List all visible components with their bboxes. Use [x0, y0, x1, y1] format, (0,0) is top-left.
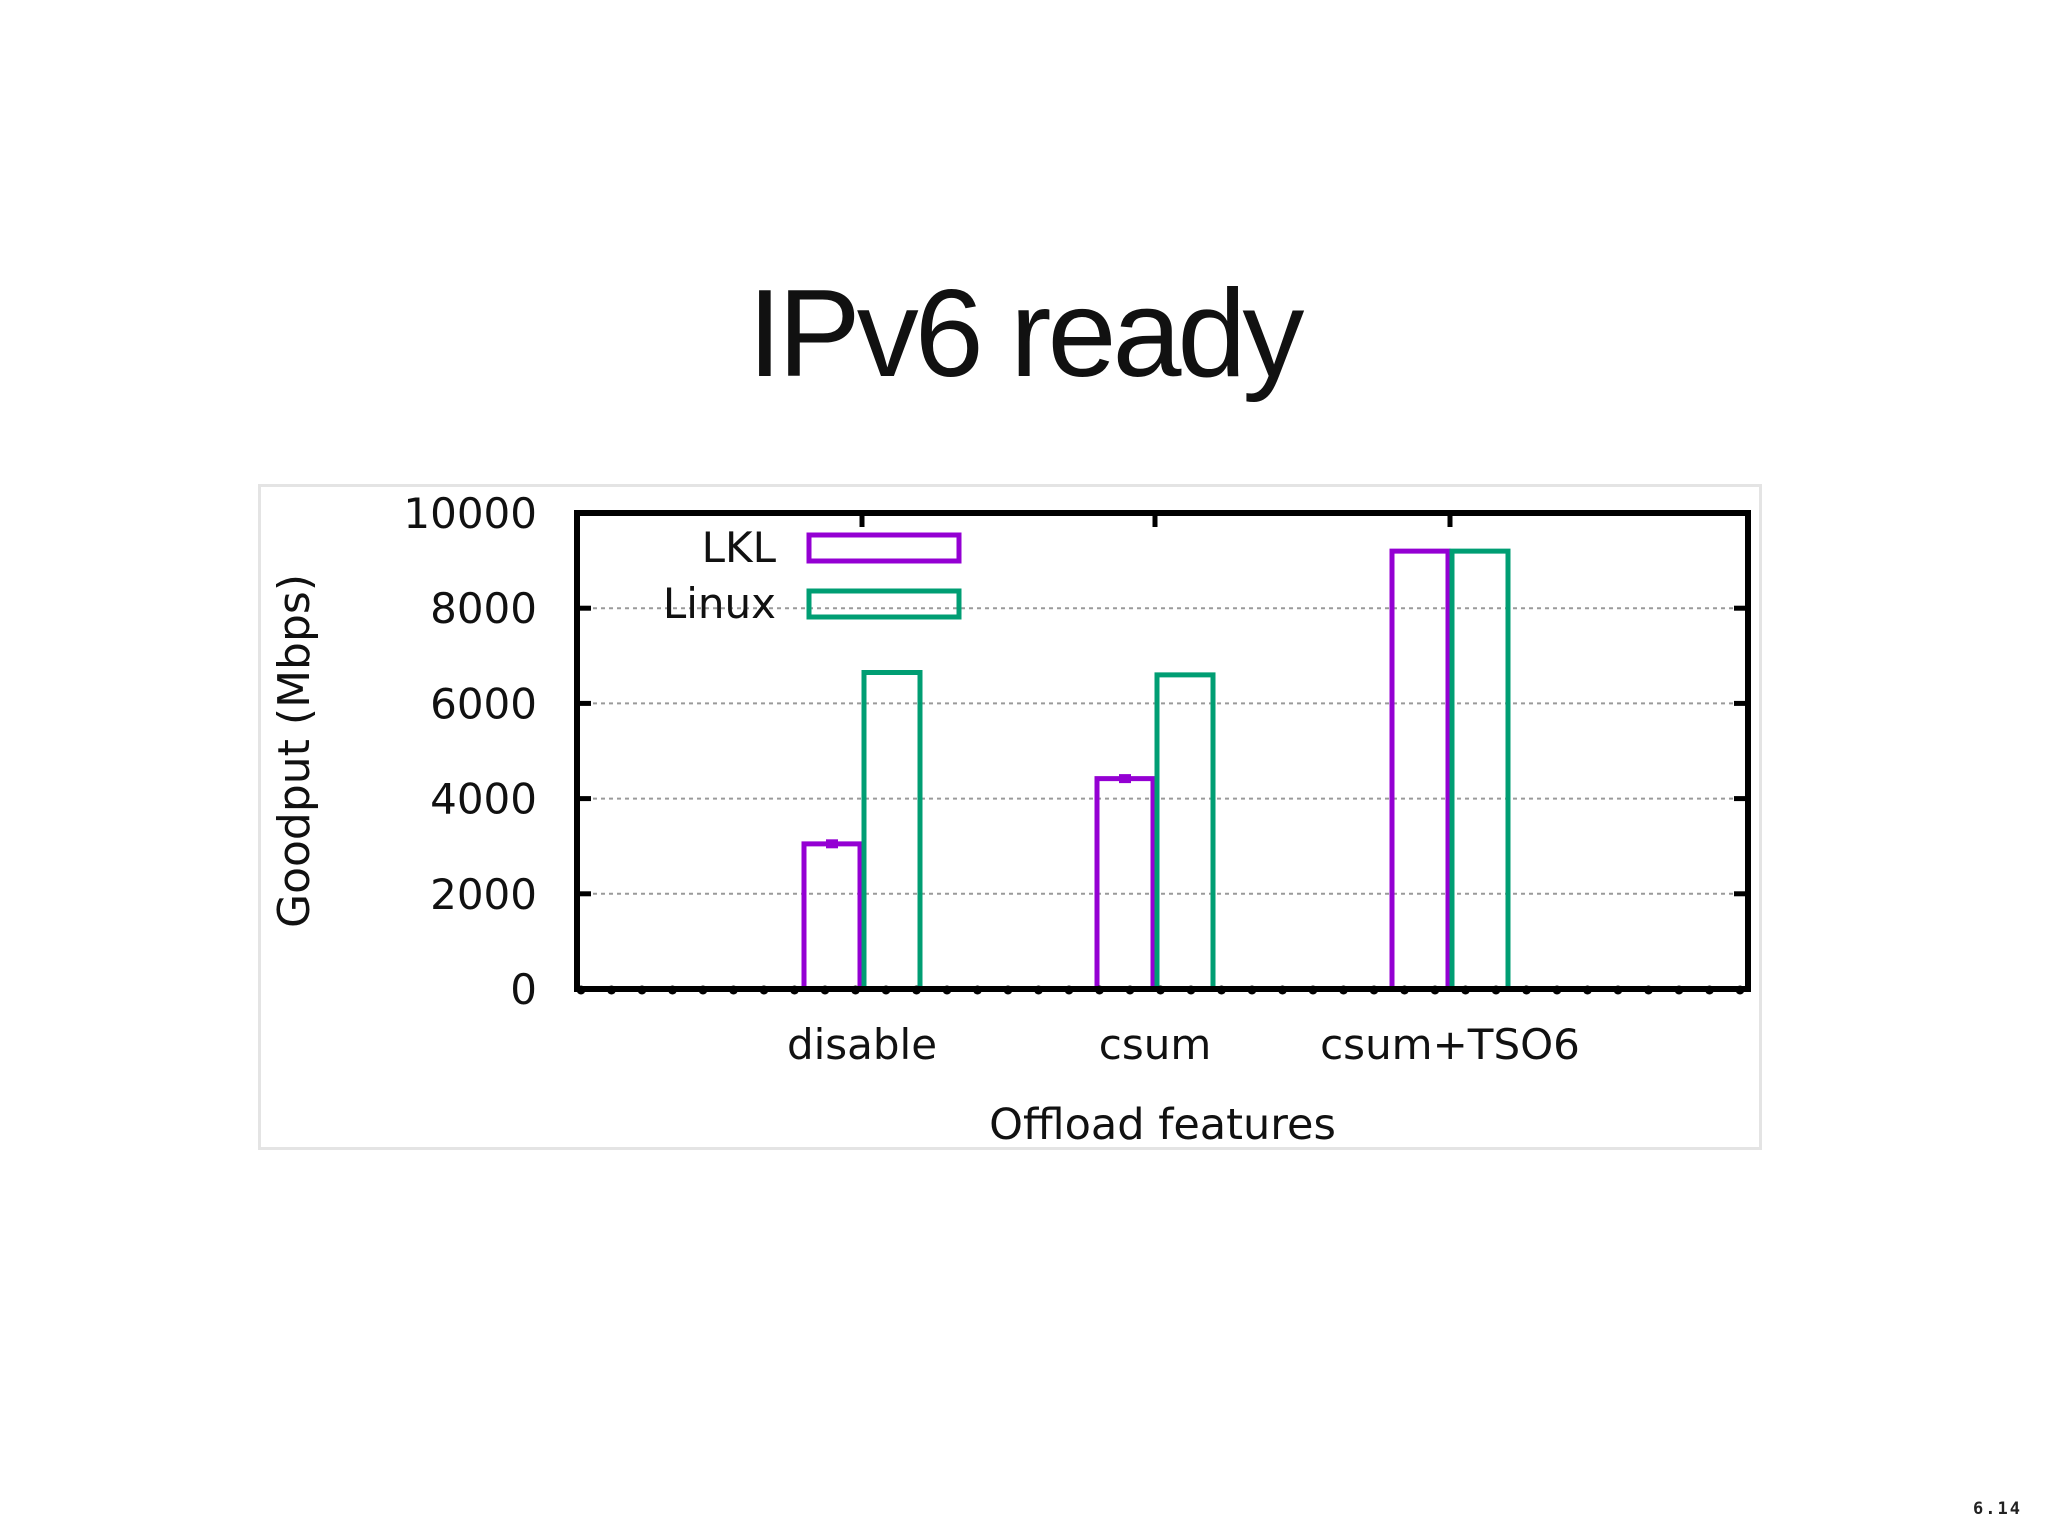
y-tick-label: 0 — [510, 965, 537, 1014]
y-tick-label: 8000 — [430, 584, 537, 633]
x-minor-tick — [1705, 985, 1714, 995]
x-minor-tick — [607, 985, 616, 995]
bar-lkl-1 — [801, 841, 863, 989]
x-minor-tick — [1247, 985, 1257, 995]
chart-figure: disable csum csum+TSO6 0 2000 4000 6000 8000 100… — [258, 484, 1762, 1150]
legend-swatch-linux — [806, 588, 962, 620]
x-minor-tick — [1735, 985, 1745, 995]
y-tick-label: 6000 — [430, 679, 537, 728]
x-minor-tick — [790, 985, 799, 995]
x-minor-tick — [576, 985, 586, 995]
x-axis-label: Offload features — [989, 1100, 1336, 1147]
y-tick-label: 4000 — [430, 775, 537, 824]
x-minor-tick — [698, 985, 708, 995]
x-minor-tick — [1552, 985, 1562, 995]
y-axis-label: Goodput (Mbps) — [269, 574, 320, 928]
bar-linux-3 — [1449, 548, 1511, 989]
x-minor-tick — [1400, 985, 1409, 995]
x-minor-tick — [851, 985, 860, 995]
x-tick-label: csum — [1099, 1020, 1212, 1069]
x-minor-tick — [729, 985, 738, 995]
legend-label-linux: Linux — [663, 579, 776, 628]
bars — [801, 548, 1511, 989]
legend: LKL Linux — [663, 523, 962, 628]
x-minor-tick — [912, 985, 921, 995]
x-minor-tick — [1644, 985, 1653, 995]
x-minor-tick — [1095, 985, 1104, 995]
x-minor-tick — [881, 985, 891, 995]
legend-label-lkl: LKL — [702, 523, 777, 572]
x-minor-tick — [1064, 985, 1074, 995]
slide-title: IPv6 ready — [747, 265, 1305, 403]
y-tick-label: 10000 — [403, 489, 537, 538]
x-minor-tick — [1369, 985, 1379, 995]
bar-lkl-3 — [1389, 548, 1451, 989]
x-minor-tick — [1491, 985, 1501, 995]
x-minor-tick — [668, 985, 677, 995]
x-minor-tick — [942, 985, 952, 995]
x-minor-tick — [1461, 985, 1470, 995]
x-minor-tick — [1522, 985, 1531, 995]
bar-chart: disable csum csum+TSO6 0 2000 4000 6000 8000 100… — [269, 489, 1751, 1147]
x-minor-tick — [1156, 985, 1165, 995]
x-minor-tick — [1217, 985, 1226, 995]
y-tick-label: 2000 — [430, 870, 537, 919]
x-minor-tick — [637, 985, 647, 995]
legend-swatch-lkl — [806, 532, 962, 564]
x-minor-tick — [973, 985, 982, 995]
x-minor-tick — [1583, 985, 1592, 995]
x-minor-tick — [1339, 985, 1348, 995]
x-minor-tick — [1125, 985, 1135, 995]
bar-linux-2 — [1154, 672, 1216, 989]
x-minor-tick — [1186, 985, 1196, 995]
x-tick-label: csum+TSO6 — [1320, 1020, 1580, 1069]
x-minor-tick — [1613, 985, 1623, 995]
grid-lines — [577, 607, 1748, 895]
x-minor-tick — [820, 985, 830, 995]
bar-linux-1 — [861, 669, 923, 989]
x-minor-tick — [1278, 985, 1287, 995]
tick-labels: disable csum csum+TSO6 0 2000 4000 6000 8000 100… — [403, 489, 1580, 1069]
page-number: 6.14 — [1973, 1499, 2022, 1519]
x-minor-tick — [759, 985, 769, 995]
x-minor-tick — [1430, 985, 1440, 995]
x-minor-tick — [1674, 985, 1684, 995]
bar-lkl-2 — [1094, 776, 1156, 989]
x-minor-tick — [1308, 985, 1318, 995]
x-minor-tick — [1003, 985, 1013, 995]
x-tick-label: disable — [787, 1020, 937, 1069]
x-minor-tick — [1034, 985, 1043, 995]
axes — [574, 510, 1751, 995]
